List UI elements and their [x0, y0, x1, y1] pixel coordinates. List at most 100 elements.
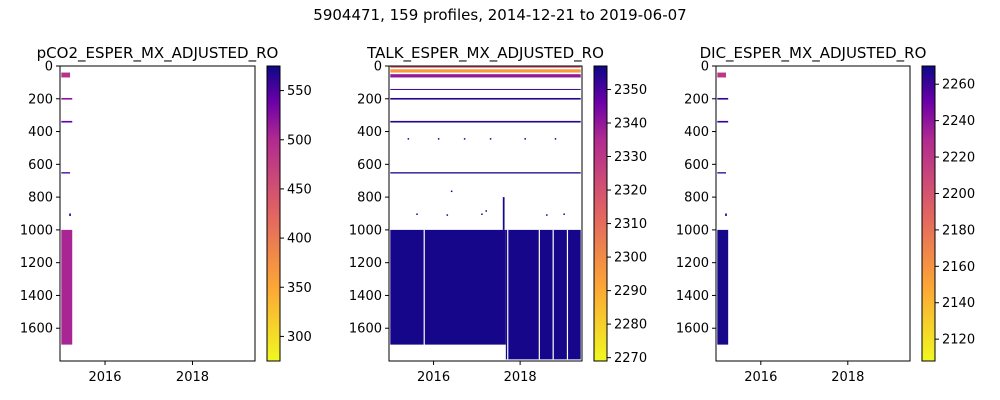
y-tick-label: 1200 — [676, 256, 709, 271]
colorbar-frame — [921, 65, 936, 362]
data-cell-5 — [390, 74, 581, 78]
colorbar-tick-label: 2160 — [942, 260, 975, 275]
data-cell-4 — [717, 120, 729, 123]
colorbar-tick-label: 2280 — [614, 318, 647, 333]
y-tick-label: 800 — [28, 191, 53, 206]
colorbar-tick-label: 2350 — [614, 83, 647, 98]
y-tick-label: 0 — [701, 60, 709, 75]
speckle-5 — [524, 138, 526, 140]
colorbar — [594, 66, 607, 361]
colorbar-tick-label: 550 — [287, 84, 312, 99]
colorbar-tick-label: 2330 — [614, 150, 647, 165]
x-tick-label: 2018 — [831, 370, 864, 385]
colorbar-tick-label: 350 — [287, 281, 312, 296]
data-cell-4 — [390, 69, 581, 73]
subplot-1: 0 200 400 600 800 1000 1200 1400 1600 2016 2018 pCO… — [20, 44, 312, 385]
y-tick-label: 600 — [28, 158, 53, 173]
y-tick-label: 1200 — [349, 256, 382, 271]
data-cell-1 — [717, 229, 729, 345]
data-cell-1 — [390, 229, 506, 345]
subplot-title: TALK_ESPER_MX_ADJUSTED_RO — [366, 44, 604, 63]
colorbar-tick-label: 400 — [287, 232, 312, 247]
data-cell-5 — [717, 172, 727, 174]
colorbar-tick-label: 450 — [287, 182, 312, 197]
speckle-11 — [563, 213, 565, 215]
data-cell-7 — [390, 97, 581, 100]
colorbar-tick-label: 2140 — [942, 296, 975, 311]
data-cell-6 — [390, 88, 581, 90]
speckle-10 — [546, 214, 548, 216]
y-tick-label: 0 — [45, 60, 53, 75]
colorbar-tick-label: 2320 — [614, 184, 647, 199]
axes-frame — [388, 65, 583, 362]
y-tick-label: 600 — [357, 158, 382, 173]
y-tick-label: 1000 — [349, 223, 382, 238]
gap-line-4 — [552, 229, 554, 360]
colorbar-tick-label: 300 — [287, 330, 312, 345]
subplot-2: 0 200 400 600 800 1000 1200 1400 1600 2016 2018 TAL… — [349, 44, 647, 385]
data-cell-4 — [61, 120, 73, 123]
x-tick-label: 2016 — [744, 370, 777, 385]
y-tick-label: 400 — [357, 125, 382, 140]
colorbar-tick-label: 2300 — [614, 251, 647, 266]
y-tick-label: 200 — [357, 92, 382, 107]
data-layer — [390, 66, 581, 360]
colorbar-tick-label: 500 — [287, 133, 312, 148]
data-cell-9 — [390, 172, 581, 174]
data-cell-3 — [390, 66, 581, 68]
figure-suptitle: 5904471, 159 profiles, 2014-12-21 to 201… — [313, 6, 686, 24]
colorbar-tick-label: 2120 — [942, 333, 975, 348]
x-tick-label: 2018 — [504, 370, 537, 385]
colorbar-tick-label: 2310 — [614, 217, 647, 232]
speckle-2 — [437, 138, 440, 140]
y-tick-label: 1000 — [676, 223, 709, 238]
x-tick-label: 2016 — [417, 370, 450, 385]
gap-line-2 — [507, 229, 509, 360]
y-tick-label: 1400 — [349, 289, 382, 304]
data-cell-2 — [505, 229, 581, 360]
x-tick-label: 2016 — [88, 370, 121, 385]
colorbar-tick-label: 2270 — [614, 351, 647, 366]
colorbar-frame — [593, 65, 608, 362]
x-tick-label: 2018 — [176, 370, 209, 385]
y-tick-label: 1400 — [20, 289, 53, 304]
y-tick-label: 1200 — [20, 256, 53, 271]
plot-area — [60, 66, 255, 361]
speckle-6 — [554, 138, 557, 140]
speckle-13 — [485, 210, 487, 212]
data-cell-6 — [69, 213, 71, 216]
colorbar-tick-label: 2240 — [942, 114, 975, 129]
y-tick-label: 0 — [374, 60, 382, 75]
y-tick-label: 200 — [684, 92, 709, 107]
gap-line-1 — [423, 229, 425, 360]
y-tick-label: 1600 — [349, 322, 382, 337]
data-cell-6 — [725, 213, 727, 216]
y-tick-label: 600 — [684, 158, 709, 173]
data-cell-1 — [61, 229, 73, 345]
data-cell-3 — [717, 97, 729, 100]
speckle-8 — [446, 214, 449, 216]
y-tick-label: 1600 — [20, 322, 53, 337]
data-cell-2 — [61, 72, 71, 78]
colorbar — [922, 66, 935, 361]
gap-line-5 — [566, 229, 569, 360]
data-cell-3 — [61, 97, 73, 100]
axes-frame — [59, 65, 256, 362]
y-tick-label: 1600 — [676, 322, 709, 337]
colorbar-tick-label: 2260 — [942, 78, 975, 93]
axes-frame — [715, 65, 911, 362]
speckle-4 — [489, 138, 492, 140]
colorbar-tick-label: 2200 — [942, 187, 975, 202]
subplot-3: 0 200 400 600 800 1000 1200 1400 1600 2016 2018 DIC… — [676, 44, 975, 385]
colorbar-tick-label: 2220 — [942, 151, 975, 166]
y-tick-label: 200 — [28, 92, 53, 107]
gap-line-3 — [538, 229, 540, 360]
data-cell-2 — [717, 72, 727, 78]
colorbar-frame — [266, 65, 281, 362]
colorbar-tick-label: 2340 — [614, 116, 647, 131]
data-cell-5 — [61, 172, 71, 174]
data-cell-8 — [390, 120, 581, 123]
speckle-1 — [407, 138, 410, 140]
